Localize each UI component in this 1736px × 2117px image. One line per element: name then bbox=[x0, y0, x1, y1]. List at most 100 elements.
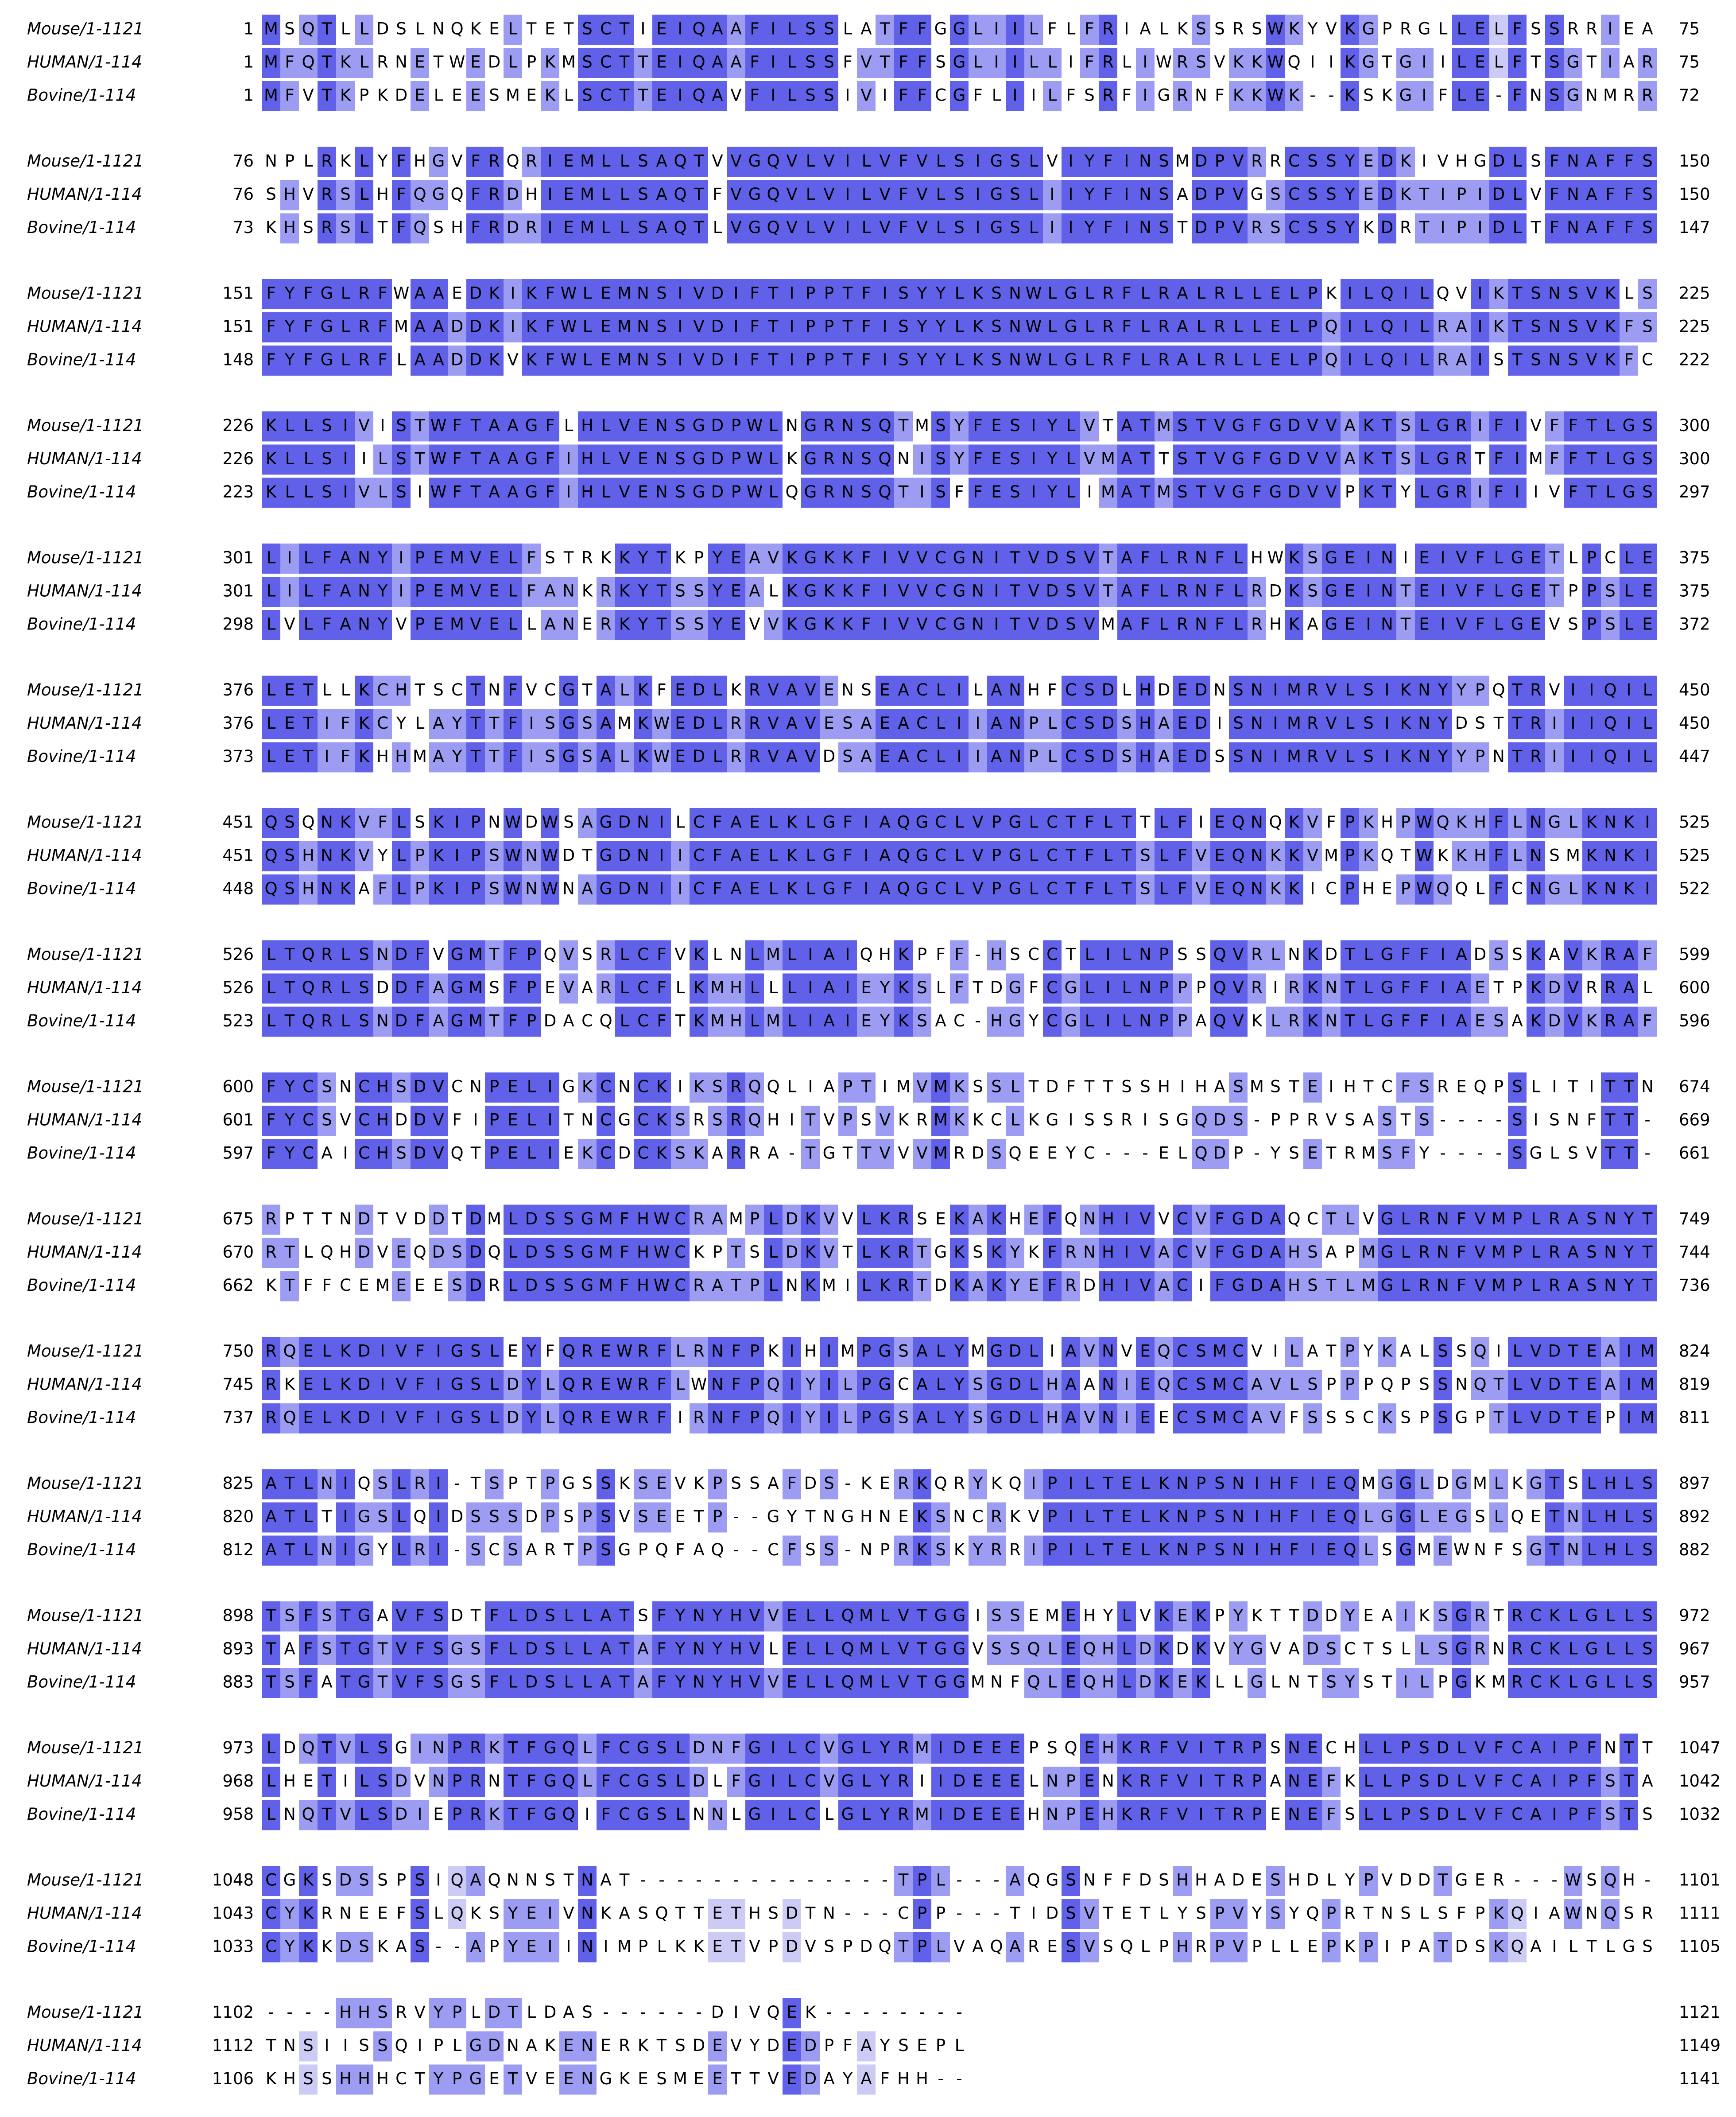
residue-cell bbox=[1099, 312, 1117, 342]
residue-cell bbox=[690, 48, 708, 78]
residue-cell bbox=[801, 709, 820, 739]
start-position: 1112 bbox=[212, 2036, 254, 2055]
end-position: 1141 bbox=[1679, 2069, 1720, 2088]
sequence: MFQTKLRNETWEDLPKMSCTTEIQAAFILSSFVTFFSGLI… bbox=[264, 53, 1653, 72]
sequence-name: Mouse/1-1121 bbox=[27, 1606, 144, 1625]
residue-cell bbox=[634, 312, 652, 342]
residue-cell bbox=[950, 676, 969, 706]
end-position: 824 bbox=[1679, 1342, 1710, 1361]
residue-cell bbox=[1601, 444, 1620, 475]
residue-cell bbox=[1006, 709, 1024, 739]
residue-cell bbox=[1266, 411, 1285, 442]
residue-cell bbox=[708, 312, 727, 342]
residue-cell bbox=[1415, 279, 1434, 309]
residue-cell bbox=[1192, 147, 1210, 177]
residue-cell bbox=[634, 346, 652, 376]
residue-cell bbox=[1638, 312, 1657, 342]
residue-cell bbox=[1527, 577, 1545, 607]
residue-cell bbox=[1117, 610, 1136, 640]
residue-cell bbox=[1080, 610, 1099, 640]
sequence: FYFGLRFWAAEDKIKFWLEMNSIVDIFTIPPTFISYYLKS… bbox=[266, 284, 1652, 303]
end-position: 1047 bbox=[1679, 1738, 1720, 1757]
residue-cell bbox=[727, 346, 745, 376]
residue-cell bbox=[876, 676, 894, 706]
residue-cell bbox=[764, 279, 783, 309]
residue-cell bbox=[950, 610, 969, 640]
residue-cell bbox=[1434, 676, 1452, 706]
residue-cell bbox=[411, 544, 429, 574]
sequence: LDQTVLSGINPRKTFGQLFCGSLDNFGILCVGLYRMIDEE… bbox=[267, 1738, 1653, 1757]
residue-cell bbox=[987, 577, 1006, 607]
residue-cell bbox=[1341, 81, 1359, 111]
residue-cell bbox=[1489, 544, 1508, 574]
residue-cell bbox=[764, 180, 783, 210]
residue-cell bbox=[1582, 213, 1601, 244]
residue-cell bbox=[373, 444, 392, 475]
residue-cell bbox=[1117, 577, 1136, 607]
residue-cell bbox=[559, 213, 578, 244]
residue-cell bbox=[1062, 180, 1080, 210]
residue-cell bbox=[783, 544, 801, 574]
residue-cell bbox=[1062, 610, 1080, 640]
residue-cell bbox=[559, 676, 578, 706]
residue-cell bbox=[1638, 147, 1657, 177]
residue-cell bbox=[969, 411, 987, 442]
residue-cell bbox=[764, 444, 783, 475]
residue-cell bbox=[764, 676, 783, 706]
residue-cell bbox=[1508, 411, 1527, 442]
residue-cell bbox=[987, 312, 1006, 342]
residue-cell bbox=[1638, 610, 1657, 640]
residue-cell bbox=[1452, 676, 1471, 706]
residue-cell bbox=[652, 346, 671, 376]
residue-cell bbox=[299, 279, 318, 309]
sequence: CYKRNEEFSLQKSYEIVNKASQTTETHSDTN---CPP---… bbox=[265, 1904, 1653, 1923]
sequence: KLLSIILSTWFTAAGFIHLVENSGDPWLKGRNSQNISYFE… bbox=[266, 449, 1653, 468]
alignment-block: Mouse/1-1121 226 KLLSIVISTWFTAAGFLHLVENSGD… bbox=[27, 411, 1710, 508]
residue-cell bbox=[1341, 180, 1359, 210]
residue-cell bbox=[1192, 346, 1210, 376]
residue-cell bbox=[1601, 147, 1620, 177]
residue-cell bbox=[1285, 544, 1303, 574]
residue-cell bbox=[931, 610, 950, 640]
alignment-block: Mouse/1-1121 898 TSFSTGAVFSDTFLDSLLATSFYNY… bbox=[27, 1601, 1710, 1698]
residue-cell bbox=[1117, 279, 1136, 309]
residue-cell bbox=[280, 444, 299, 475]
residue-cell bbox=[1508, 147, 1527, 177]
sequence-name: Mouse/1-1121 bbox=[27, 813, 144, 832]
residue-cell bbox=[1099, 346, 1117, 376]
residue-cell bbox=[541, 346, 559, 376]
start-position: 1102 bbox=[212, 2003, 254, 2022]
end-position: 150 bbox=[1679, 151, 1710, 171]
residue-cell bbox=[1155, 610, 1173, 640]
residue-cell bbox=[987, 147, 1006, 177]
residue-cell bbox=[1545, 544, 1564, 574]
residue-cell bbox=[1582, 544, 1601, 574]
residue-cell bbox=[987, 180, 1006, 210]
residue-cell bbox=[801, 312, 820, 342]
residue-cell bbox=[597, 81, 615, 111]
residue-cell bbox=[745, 180, 764, 210]
residue-cell bbox=[597, 15, 615, 45]
residue-cell bbox=[1638, 279, 1657, 309]
residue-cell bbox=[522, 544, 541, 574]
sequence: CYKKDSKAS--APYEIINIMPLKKETVPDVSPDQTPLVAQ… bbox=[265, 1937, 1653, 1956]
residue-cell bbox=[801, 676, 820, 706]
end-position: 736 bbox=[1679, 1276, 1710, 1295]
residue-cell bbox=[1322, 312, 1341, 342]
sequence: FYCAICHSDVQTPELIEKCDCKSKARRA-TGTTVVVMRDS… bbox=[266, 1144, 1650, 1163]
residue-cell bbox=[838, 478, 857, 508]
residue-cell bbox=[783, 81, 801, 111]
residue-cell bbox=[671, 709, 690, 739]
residue-cell bbox=[857, 213, 876, 244]
start-position: 745 bbox=[222, 1375, 254, 1394]
alignment-block: Mouse/1-1121 600 FYCSNCHSDVCNPELIGKCNCKIKS… bbox=[27, 1072, 1710, 1169]
residue-cell bbox=[1136, 411, 1155, 442]
sequence-name: HUMAN/1-114 bbox=[27, 185, 142, 204]
residue-cell bbox=[411, 213, 429, 244]
start-position: 958 bbox=[222, 1805, 254, 1824]
residue-cell bbox=[615, 180, 634, 210]
residue-cell bbox=[820, 180, 838, 210]
residue-cell bbox=[1545, 81, 1564, 111]
residue-cell bbox=[578, 180, 597, 210]
residue-cell bbox=[745, 346, 764, 376]
